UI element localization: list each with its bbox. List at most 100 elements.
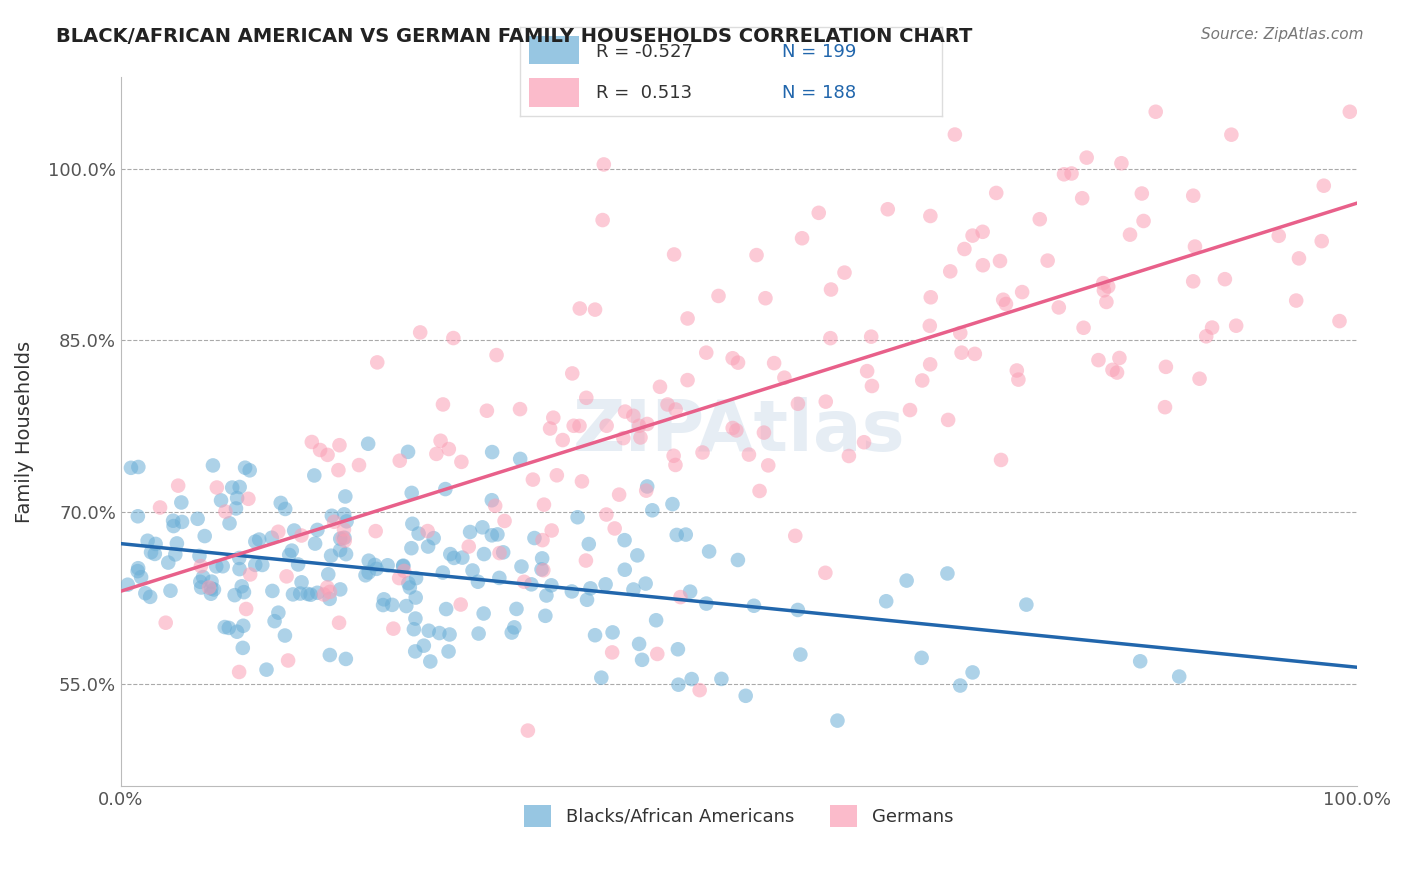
- Blacks/African Americans: [226, 491, 249, 505]
- Blacks/African Americans: [187, 512, 209, 526]
- Germans: [963, 347, 986, 361]
- Germans: [595, 508, 617, 522]
- Blacks/African Americans: [681, 672, 703, 686]
- Blacks/African Americans: [936, 566, 959, 581]
- Blacks/African Americans: [510, 559, 533, 574]
- Germans: [695, 345, 717, 359]
- Blacks/African Americans: [540, 578, 562, 592]
- Blacks/African Americans: [949, 679, 972, 693]
- Blacks/African Americans: [188, 549, 211, 563]
- Blacks/African Americans: [371, 598, 394, 612]
- Blacks/African Americans: [200, 587, 222, 601]
- Blacks/African Americans: [231, 579, 253, 593]
- Germans: [1154, 359, 1177, 374]
- Germans: [745, 248, 768, 262]
- Blacks/African Americans: [472, 547, 495, 561]
- Germans: [522, 473, 544, 487]
- Blacks/African Americans: [228, 480, 250, 494]
- Germans: [645, 647, 668, 661]
- Blacks/African Americans: [727, 553, 749, 567]
- Germans: [228, 665, 250, 679]
- Germans: [636, 483, 658, 498]
- Blacks/African Americans: [200, 582, 222, 596]
- Blacks/African Americans: [412, 639, 434, 653]
- Blacks/African Americans: [191, 570, 214, 584]
- Germans: [167, 478, 190, 492]
- Blacks/African Americans: [170, 515, 193, 529]
- Germans: [155, 615, 177, 630]
- Blacks/African Americans: [896, 574, 918, 588]
- Blacks/African Americans: [602, 625, 624, 640]
- Germans: [450, 455, 472, 469]
- Blacks/African Americans: [481, 445, 503, 459]
- Germans: [450, 598, 472, 612]
- Germans: [1092, 283, 1115, 297]
- Germans: [1310, 234, 1333, 248]
- Germans: [1132, 214, 1154, 228]
- Blacks/African Americans: [401, 516, 423, 531]
- Germans: [814, 566, 837, 580]
- Blacks/African Americans: [583, 628, 606, 642]
- Blacks/African Americans: [661, 497, 683, 511]
- Germans: [920, 209, 942, 223]
- Blacks/African Americans: [316, 567, 339, 582]
- Germans: [669, 590, 692, 604]
- Blacks/African Americans: [228, 551, 250, 566]
- Germans: [538, 421, 561, 435]
- Blacks/African Americans: [120, 460, 142, 475]
- Blacks/African Americans: [697, 544, 720, 558]
- Germans: [1111, 156, 1133, 170]
- Germans: [409, 326, 432, 340]
- Blacks/African Americans: [419, 655, 441, 669]
- Blacks/African Americans: [492, 545, 515, 559]
- Blacks/African Americans: [290, 575, 312, 590]
- Germans: [1073, 320, 1095, 334]
- Blacks/African Americans: [162, 514, 184, 528]
- Blacks/African Americans: [561, 584, 583, 599]
- Germans: [239, 567, 262, 582]
- Blacks/African Americans: [232, 619, 254, 633]
- Blacks/African Americans: [595, 577, 617, 591]
- Blacks/African Americans: [631, 653, 654, 667]
- Germans: [592, 213, 614, 227]
- Blacks/African Americans: [416, 540, 439, 554]
- Germans: [752, 425, 775, 440]
- Germans: [614, 404, 637, 418]
- Germans: [1105, 366, 1128, 380]
- Blacks/African Americans: [188, 574, 211, 589]
- Germans: [807, 206, 830, 220]
- Blacks/African Americans: [531, 551, 554, 566]
- Germans: [950, 345, 973, 359]
- Blacks/African Americans: [283, 524, 305, 538]
- Blacks/African Americans: [162, 519, 184, 533]
- Germans: [665, 402, 688, 417]
- Germans: [621, 409, 644, 423]
- Blacks/African Americans: [404, 611, 426, 625]
- Germans: [382, 622, 405, 636]
- Germans: [1108, 351, 1130, 365]
- Germans: [388, 453, 411, 467]
- Blacks/African Americans: [641, 503, 664, 517]
- Blacks/African Americans: [422, 531, 444, 545]
- Blacks/African Americans: [319, 549, 342, 563]
- Blacks/African Americans: [221, 481, 243, 495]
- Blacks/African Americans: [262, 583, 284, 598]
- Blacks/African Americans: [427, 626, 450, 640]
- Germans: [1053, 167, 1076, 181]
- Germans: [516, 723, 538, 738]
- Text: R = -0.527: R = -0.527: [596, 43, 693, 61]
- Blacks/African Americans: [408, 526, 430, 541]
- Blacks/African Americans: [335, 652, 357, 666]
- Germans: [692, 445, 714, 459]
- Germans: [546, 468, 568, 483]
- Germans: [856, 364, 879, 378]
- Blacks/African Americans: [127, 561, 149, 575]
- Germans: [636, 417, 658, 431]
- Germans: [513, 574, 536, 589]
- Blacks/African Americans: [534, 608, 557, 623]
- Blacks/African Americans: [157, 556, 180, 570]
- Blacks/African Americans: [245, 558, 267, 572]
- Blacks/African Americans: [520, 577, 543, 591]
- Y-axis label: Family Households: Family Households: [15, 341, 34, 523]
- Germans: [276, 569, 298, 583]
